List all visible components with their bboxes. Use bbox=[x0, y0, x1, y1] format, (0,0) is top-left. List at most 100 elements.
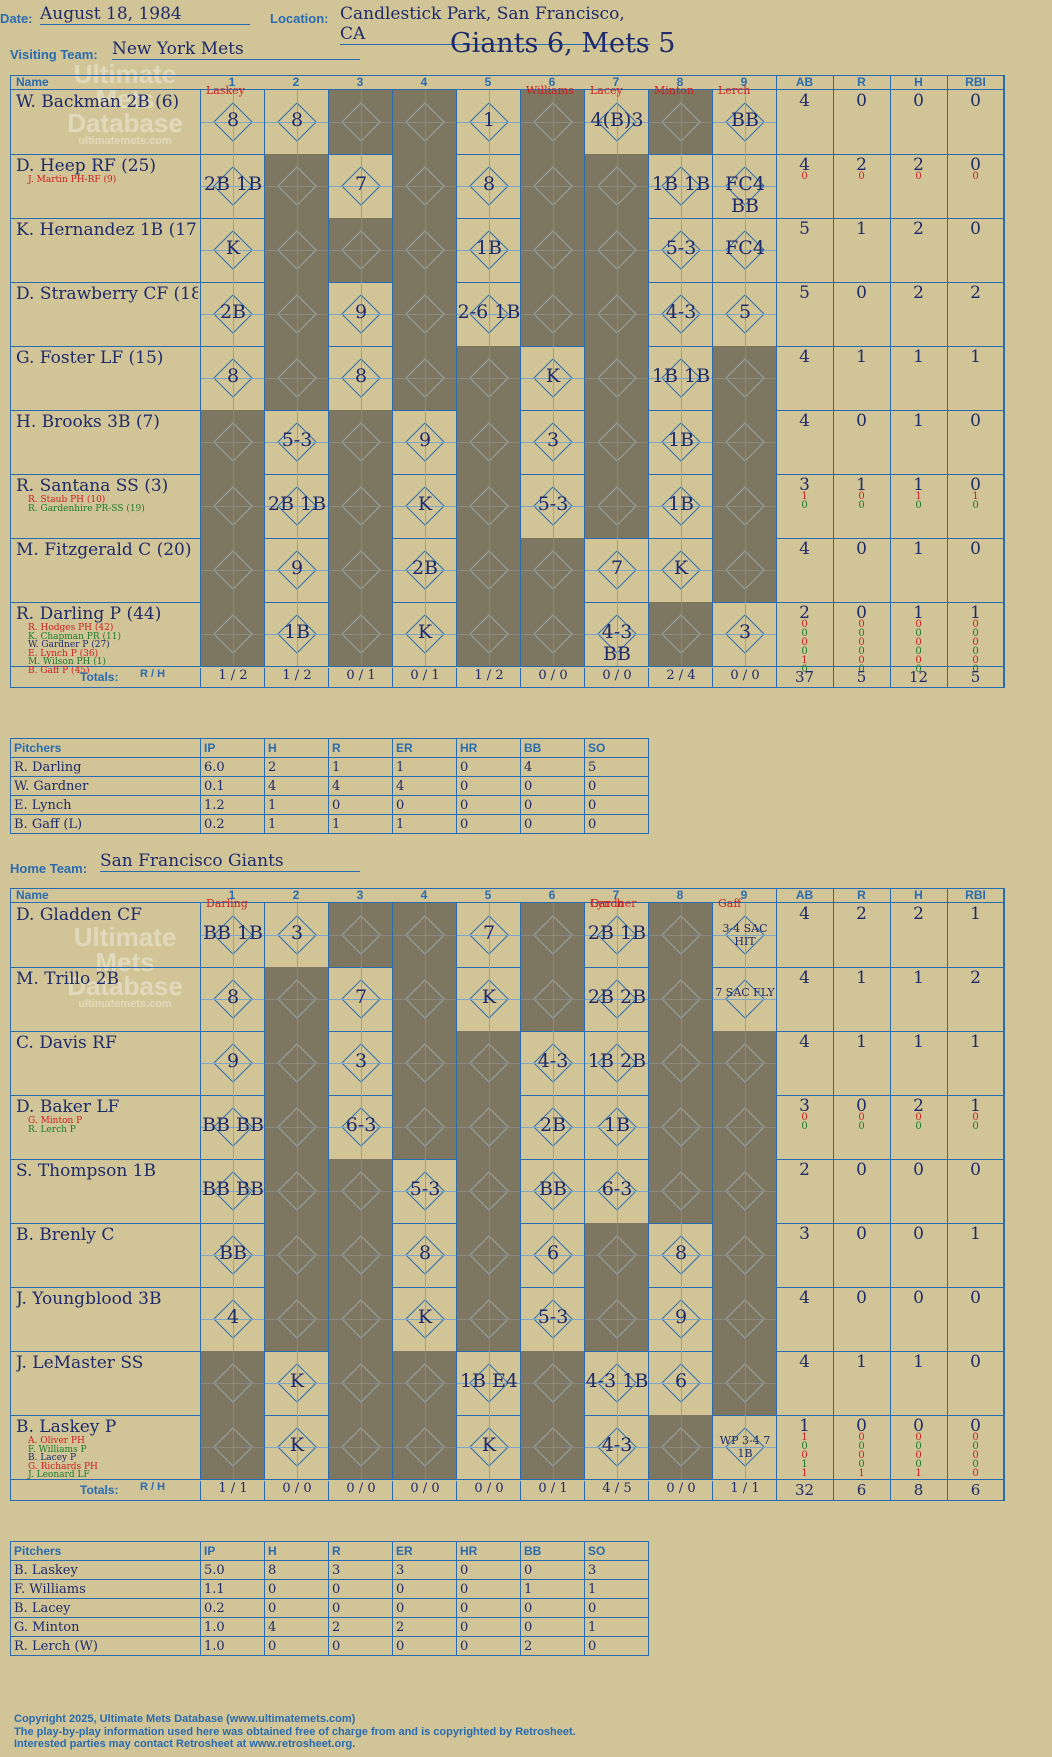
batter-stat: 0 bbox=[801, 619, 808, 630]
inning-cell: K bbox=[392, 602, 457, 666]
pitching-header-cell: Pitchers bbox=[10, 738, 201, 758]
inning-cell: BB BB bbox=[200, 1159, 265, 1223]
batter-name: D. Strawberry CF (18) bbox=[16, 284, 198, 304]
inning-header: 3 bbox=[356, 75, 364, 89]
inning-cell bbox=[328, 1287, 393, 1351]
cell-guide bbox=[265, 378, 329, 379]
inning-cell: 7 bbox=[584, 538, 649, 602]
inning-cell bbox=[584, 218, 649, 282]
cell-guide bbox=[521, 314, 585, 315]
team-total: 32 bbox=[794, 1481, 815, 1499]
inning-cell bbox=[584, 154, 649, 218]
copyright: Copyright 2025, Ultimate Mets Database (… bbox=[14, 1713, 356, 1725]
inning-header: 1 bbox=[228, 888, 236, 902]
batter-stat: 4 bbox=[799, 91, 810, 111]
pitcher-stat-cell: 1 bbox=[328, 814, 393, 834]
pitching-header-cell: ER bbox=[392, 738, 457, 758]
play-result: 7 bbox=[354, 986, 368, 1008]
cell-guide bbox=[585, 999, 649, 1000]
column-divider bbox=[776, 888, 777, 1501]
cell-guide bbox=[457, 1191, 521, 1192]
inning-cell: K bbox=[456, 967, 521, 1031]
cell-guide bbox=[713, 1383, 777, 1384]
inning-cell: 3 bbox=[328, 1031, 393, 1095]
cell-guide bbox=[713, 186, 777, 187]
batter-stat: 0 bbox=[801, 500, 808, 511]
cell-guide bbox=[329, 1319, 393, 1320]
pitcher-stat-cell: 1 bbox=[392, 757, 457, 777]
cell-guide bbox=[649, 122, 713, 123]
inning-cell: 8 bbox=[392, 1223, 457, 1287]
batter-stat: 0 bbox=[801, 1450, 808, 1461]
batter-stat: 2 bbox=[856, 904, 867, 924]
batter-stat: 0 bbox=[970, 411, 981, 431]
cell-guide bbox=[329, 314, 393, 315]
pitcher-stat-cell: 0 bbox=[264, 1598, 329, 1618]
inning-line-score: 0 / 0 bbox=[648, 1481, 713, 1501]
inning-cell: 1B bbox=[648, 474, 713, 538]
inning-cell bbox=[520, 538, 585, 602]
name-column-header: Name bbox=[16, 888, 49, 902]
batter-stat: 1 bbox=[970, 1224, 981, 1244]
batter-name: D. Gladden CF bbox=[16, 905, 142, 925]
inning-header: 9 bbox=[740, 888, 748, 902]
inning-cell bbox=[584, 1287, 649, 1351]
batter-stat: 0 bbox=[972, 664, 979, 675]
inning-cell bbox=[392, 1415, 457, 1479]
substitute-name: R. Staub PH (10) bbox=[28, 495, 106, 505]
totals-rh-key: R / H bbox=[140, 668, 166, 680]
cell-guide bbox=[457, 250, 521, 251]
inning-cell: K bbox=[392, 1287, 457, 1351]
substitute-name: A. Oliver PH bbox=[28, 1436, 85, 1446]
play-result: 2B bbox=[219, 301, 247, 323]
cell-guide bbox=[201, 1063, 265, 1064]
inning-cell: 1B 1B bbox=[648, 346, 713, 410]
inning-line-score: 4 / 5 bbox=[584, 1481, 649, 1501]
inning-cell bbox=[392, 1031, 457, 1095]
cell-guide bbox=[393, 570, 457, 571]
watermark-text: Database bbox=[67, 108, 183, 139]
pitcher-stat-cell: 4 bbox=[392, 776, 457, 796]
inning-cell bbox=[712, 1351, 777, 1415]
cell-guide bbox=[521, 1319, 585, 1320]
play-result: 4-3 bbox=[537, 1050, 569, 1072]
cell-guide bbox=[329, 1063, 393, 1064]
play-result: 5-3 bbox=[665, 237, 697, 259]
batter-name: J. LeMaster SS bbox=[16, 1353, 144, 1373]
batter-stat: 1 bbox=[970, 603, 981, 623]
inning-cell bbox=[584, 282, 649, 346]
play-result: 2B 1B bbox=[587, 922, 647, 944]
pitcher-stat-cell: 2 bbox=[392, 1617, 457, 1637]
row-divider bbox=[10, 282, 1004, 283]
play-result: 6 bbox=[674, 1370, 688, 1392]
cell-guide bbox=[329, 250, 393, 251]
inning-cell: 8 bbox=[648, 1223, 713, 1287]
pitcher-stat-cell: 0 bbox=[520, 1598, 585, 1618]
pitcher-stat-cell: 5 bbox=[584, 757, 649, 777]
batter-stat: 0 bbox=[972, 637, 979, 648]
cell-guide bbox=[521, 506, 585, 507]
inning-cell bbox=[328, 903, 393, 967]
pitcher-stat-cell: 4 bbox=[520, 757, 585, 777]
play-result: 2B bbox=[411, 557, 439, 579]
batter-stat: 1 bbox=[856, 1352, 867, 1372]
pitcher-stat-cell: 2 bbox=[328, 1617, 393, 1637]
batter-stat: 2 bbox=[913, 219, 924, 239]
inning-cell bbox=[712, 410, 777, 474]
cell-guide bbox=[329, 1447, 393, 1448]
inning-cell bbox=[264, 346, 329, 410]
inning-cell: WP 3-4 7 1B bbox=[712, 1415, 777, 1479]
inning-cell bbox=[200, 538, 265, 602]
inning-cell bbox=[648, 1095, 713, 1159]
play-result: BB bbox=[219, 1242, 247, 1264]
cell-guide bbox=[649, 1127, 713, 1128]
batter-stat: 0 bbox=[856, 411, 867, 431]
cell-guide bbox=[329, 442, 393, 443]
inning-line-score: 0 / 0 bbox=[712, 668, 777, 688]
pitcher-stat-cell: 0 bbox=[456, 1598, 521, 1618]
pitcher-stat-cell: 3 bbox=[584, 1560, 649, 1580]
batter-name: B. Laskey P bbox=[16, 1417, 117, 1437]
play-result: 9 bbox=[290, 557, 304, 579]
batter-stat: 0 bbox=[801, 171, 808, 182]
inning-cell bbox=[264, 154, 329, 218]
